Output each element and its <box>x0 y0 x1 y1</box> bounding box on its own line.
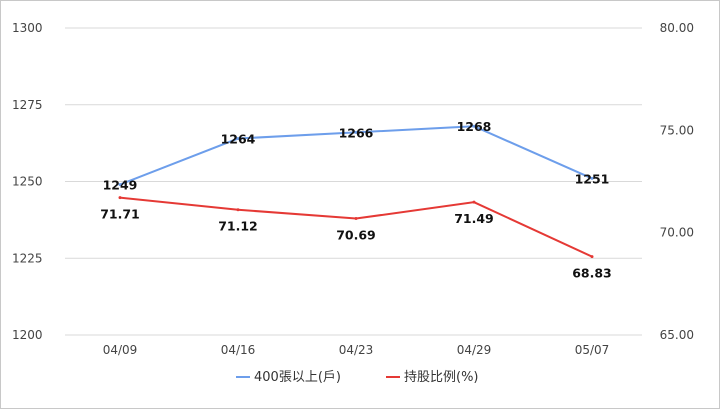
x-tick-label: 05/07 <box>575 343 610 357</box>
series-1-point <box>472 124 476 128</box>
y-left-tick-label: 1225 <box>12 251 43 265</box>
series-1-data-label: 1251 <box>575 171 610 186</box>
series-1-point <box>118 183 122 187</box>
x-tick-label: 04/16 <box>221 343 256 357</box>
series-2-data-label: 71.49 <box>454 211 494 226</box>
series-2-data-label: 71.12 <box>218 219 258 234</box>
series-1-data-label: 1264 <box>221 132 256 147</box>
series-2-data-label: 68.83 <box>572 266 612 281</box>
series-2-data-label: 70.69 <box>336 228 376 243</box>
x-tick-label: 04/09 <box>103 343 138 357</box>
series-2-point <box>472 200 476 204</box>
series-2-data-label: 71.71 <box>100 207 140 222</box>
series-1-point <box>354 130 358 134</box>
y-left-tick-label: 1250 <box>12 175 43 189</box>
series-2-point <box>118 196 122 200</box>
series-1-point <box>236 137 240 141</box>
x-tick-label: 04/29 <box>457 343 492 357</box>
series-1-data-label: 1249 <box>103 178 138 193</box>
y-right-tick-label: 80.00 <box>660 21 694 35</box>
legend-label: 持股比例(%) <box>404 370 479 385</box>
y-left-tick-label: 1275 <box>12 98 43 112</box>
series-1-point <box>590 176 594 180</box>
series-1-data-label: 1268 <box>457 119 492 134</box>
y-right-tick-label: 70.00 <box>660 226 694 240</box>
y-right-tick-label: 65.00 <box>660 328 694 342</box>
y-right-tick-label: 75.00 <box>660 123 694 137</box>
series-1-data-label: 1266 <box>339 125 374 140</box>
series-2-point <box>590 255 594 259</box>
series-2-point <box>236 208 240 212</box>
y-left-tick-label: 1200 <box>12 328 43 342</box>
y-left-tick-label: 1300 <box>12 21 43 35</box>
legend-label: 400張以上(戶) <box>254 370 341 385</box>
x-tick-label: 04/23 <box>339 343 374 357</box>
series-2-point <box>354 217 358 221</box>
